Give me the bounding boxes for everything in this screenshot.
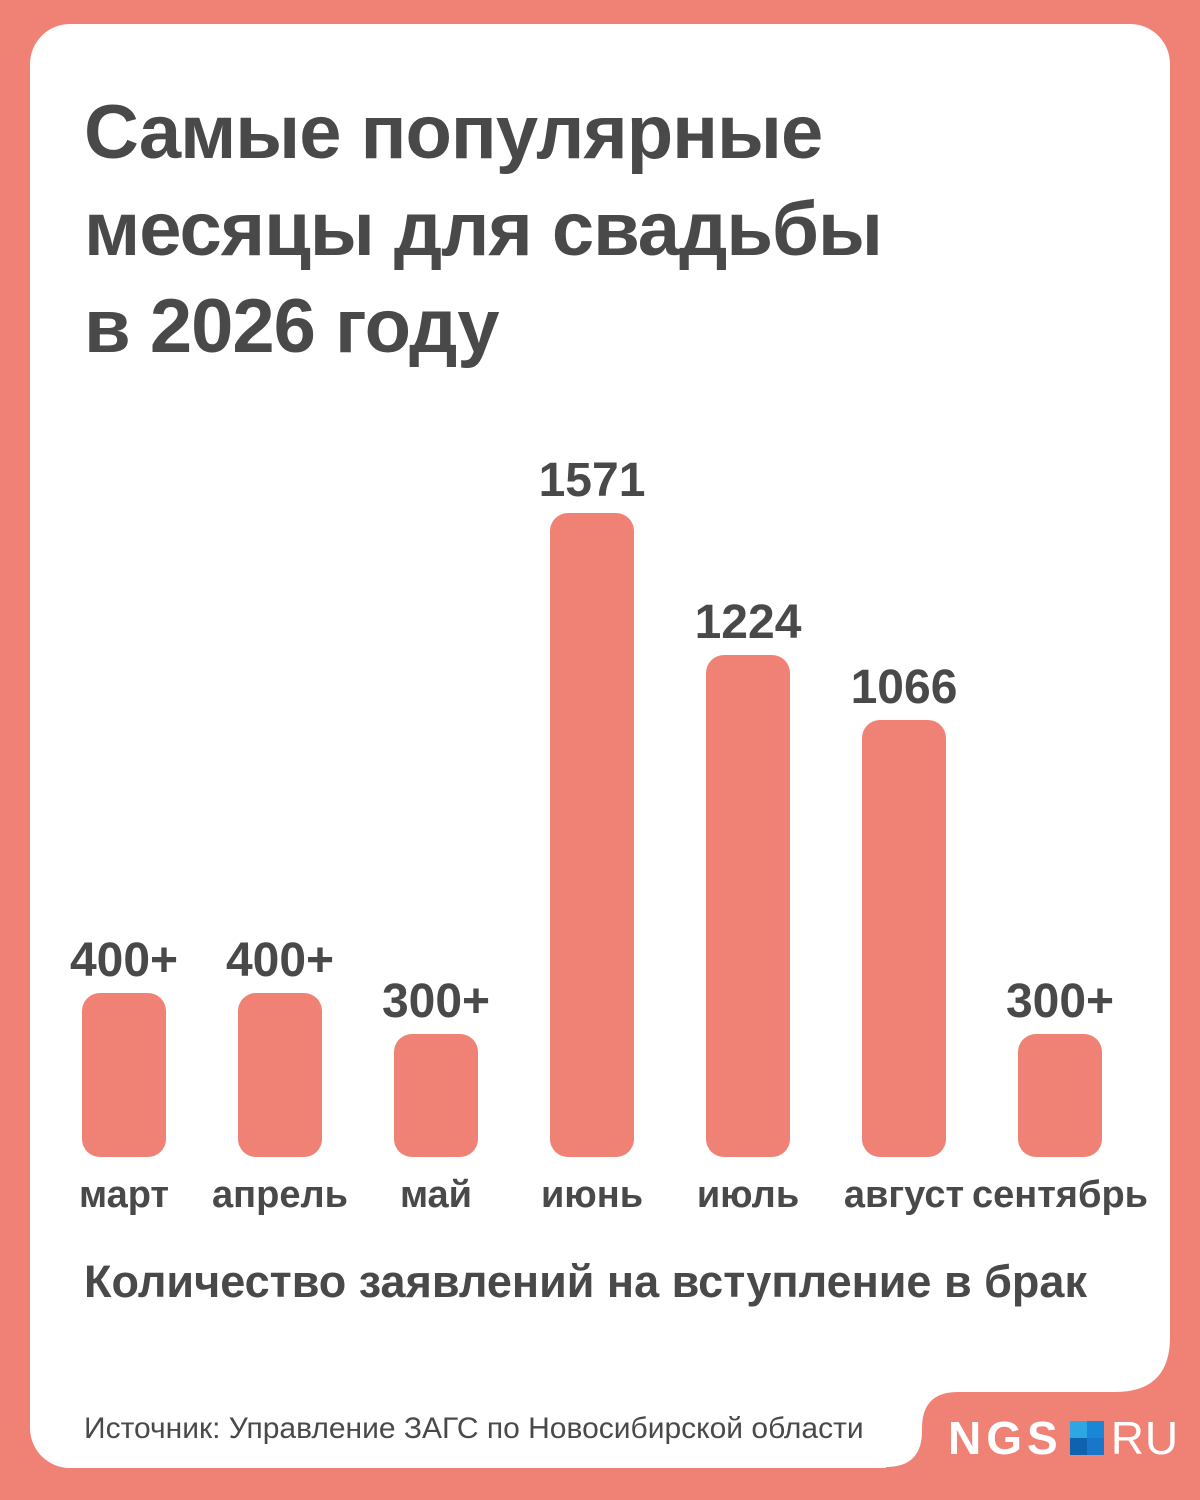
bar-month-label-4: июнь xyxy=(540,1174,644,1216)
bar-value-label-4: 1571 xyxy=(538,454,646,507)
bar-month-label-5: июль xyxy=(696,1174,800,1216)
source-text: Источник: Управление ЗАГС по Новосибирск… xyxy=(84,1412,864,1445)
title-line-2: месяцы для свадьбы xyxy=(84,187,883,272)
bar-month-label-6: август xyxy=(843,1174,965,1216)
logo-square-quadrant xyxy=(1086,1438,1104,1455)
bar-month-label-7: сентябрь xyxy=(971,1174,1149,1216)
bar-value-label-3: 300+ xyxy=(381,975,491,1028)
bar-3 xyxy=(394,1034,478,1157)
logo-square-quadrant xyxy=(1086,1421,1104,1438)
logo-ru-text: RU xyxy=(1110,1412,1180,1464)
title-line-3: в 2026 году xyxy=(84,284,500,369)
bar-7 xyxy=(1018,1034,1102,1157)
bar-1 xyxy=(82,993,166,1157)
bar-value-label-2: 400+ xyxy=(225,934,335,987)
bar-value-label-7: 300+ xyxy=(1005,975,1115,1028)
logo-square-quadrant xyxy=(1069,1421,1087,1438)
bar-value-label-1: 400+ xyxy=(69,934,179,987)
title-line-1: Самые популярные xyxy=(84,90,823,175)
bar-value-label-5: 1224 xyxy=(694,596,802,649)
bar-2 xyxy=(238,993,322,1157)
page-title: Самые популярные месяцы для свадьбы в 20… xyxy=(84,84,883,375)
bar-6 xyxy=(862,720,946,1157)
bar-month-label-1: март xyxy=(78,1174,170,1216)
bar-5 xyxy=(706,655,790,1157)
logo-square-quadrant xyxy=(1069,1438,1087,1455)
bar-4 xyxy=(550,513,634,1157)
bar-month-label-2: апрель xyxy=(212,1174,348,1216)
bar-month-label-3: май xyxy=(399,1174,473,1216)
bar-value-label-6: 1066 xyxy=(850,661,958,714)
logo-ngs-text: NGS xyxy=(948,1412,1063,1464)
chart-caption: Количество заявлений на вступление в бра… xyxy=(84,1256,1087,1307)
ngs-ru-logo: NGS RU xyxy=(948,1412,1179,1464)
logo-blue-square-icon xyxy=(1069,1421,1104,1455)
